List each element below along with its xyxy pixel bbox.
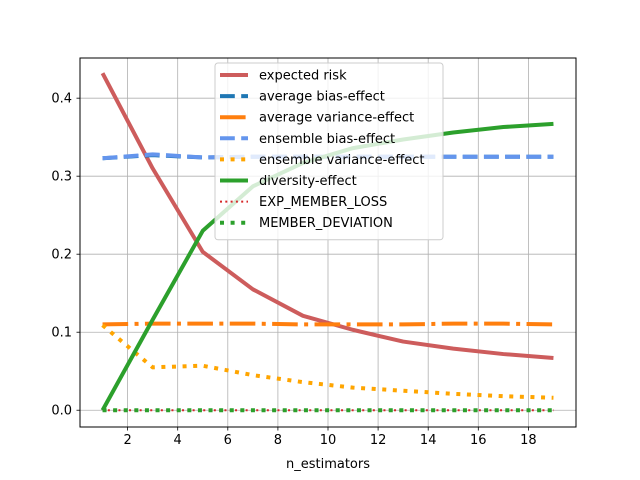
legend-label-6: EXP_MEMBER_LOSS bbox=[259, 195, 387, 210]
legend-label-3: ensemble bias-effect bbox=[259, 132, 395, 147]
y-tick-label: 0.3 bbox=[51, 170, 72, 185]
legend-label-7: MEMBER_DEVIATION bbox=[259, 216, 393, 231]
x-tick-label: 16 bbox=[470, 433, 487, 448]
x-axis-label: n_estimators bbox=[286, 457, 370, 472]
legend-label-2: average variance-effect bbox=[259, 111, 414, 126]
x-tick-label: 14 bbox=[420, 433, 437, 448]
legend-label-1: average bias-effect bbox=[259, 90, 385, 105]
x-tick-label: 2 bbox=[123, 433, 131, 448]
y-tick-label: 0.1 bbox=[51, 326, 72, 341]
y-tick-label: 0.4 bbox=[51, 92, 72, 107]
series-line-2 bbox=[102, 321, 554, 327]
x-tick-label: 8 bbox=[274, 433, 282, 448]
legend-label-5: diversity-effect bbox=[259, 174, 357, 189]
y-tick-label: 0.2 bbox=[51, 248, 72, 263]
x-tick-label: 18 bbox=[520, 433, 537, 448]
legend-label-0: expected risk bbox=[259, 69, 347, 84]
legend-box bbox=[214, 62, 444, 241]
axis-ticks: 2 4 6 8 10 12 14 16 18 0.0 0.1 0.2 0.3 0.4 bbox=[51, 92, 536, 448]
legend-label-4: ensemble variance-effect bbox=[259, 153, 425, 168]
x-tick-label: 12 bbox=[370, 433, 387, 448]
x-tick-label: 10 bbox=[320, 433, 337, 448]
series-lines bbox=[100, 72, 554, 413]
x-tick-label: 6 bbox=[224, 433, 232, 448]
legend: expected risk average bias-effect average … bbox=[214, 62, 444, 241]
y-tick-label: 0.0 bbox=[51, 404, 72, 419]
x-tick-label: 4 bbox=[174, 433, 182, 448]
series-line-4 bbox=[101, 323, 554, 400]
